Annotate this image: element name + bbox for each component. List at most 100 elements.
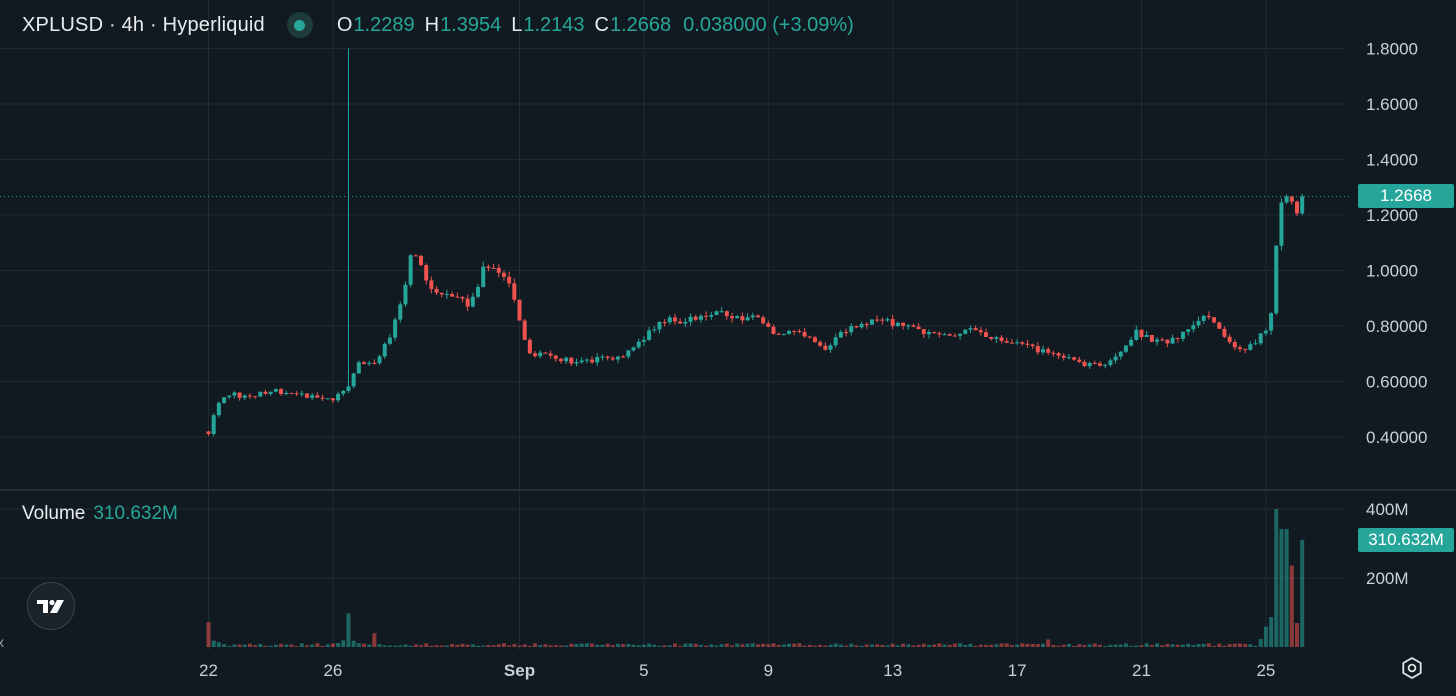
candle-body bbox=[222, 397, 227, 403]
candle-body bbox=[750, 315, 755, 318]
candle-body bbox=[279, 389, 284, 395]
volume-bar bbox=[227, 645, 232, 647]
settings-gear-icon[interactable] bbox=[1400, 656, 1424, 680]
volume-bar bbox=[947, 644, 952, 647]
candle-body bbox=[688, 316, 693, 322]
candle-body bbox=[1196, 320, 1201, 326]
candle-body bbox=[273, 389, 278, 392]
volume-bar bbox=[916, 644, 921, 647]
candle-body bbox=[833, 337, 838, 346]
candle-body bbox=[315, 395, 320, 398]
volume-bar bbox=[1191, 645, 1196, 647]
volume-bar bbox=[1123, 643, 1128, 647]
low-key: L bbox=[511, 13, 523, 36]
price-tick-label: 1.6000 bbox=[1366, 95, 1418, 114]
candle-body bbox=[367, 362, 372, 364]
volume-bar bbox=[247, 643, 252, 647]
volume-bar bbox=[678, 645, 683, 647]
candle-body bbox=[289, 392, 294, 394]
volume-bar bbox=[750, 643, 755, 647]
candle-body bbox=[932, 332, 937, 334]
candle-body bbox=[1066, 357, 1071, 359]
candle-body bbox=[553, 355, 558, 359]
candle-body bbox=[362, 362, 366, 364]
candle-body bbox=[1020, 342, 1025, 344]
candle-body bbox=[1108, 360, 1113, 365]
volume-bar bbox=[1056, 645, 1061, 647]
candle-body bbox=[584, 359, 589, 361]
candle-body bbox=[434, 288, 439, 293]
volume-bar bbox=[719, 644, 724, 647]
volume-bar bbox=[419, 645, 424, 647]
candle-body bbox=[1015, 342, 1020, 344]
volume-bar bbox=[564, 645, 569, 647]
price-tick-label: 0.80000 bbox=[1366, 317, 1427, 336]
candle-body bbox=[921, 329, 926, 335]
candle-body bbox=[538, 352, 543, 357]
candle-body bbox=[1134, 329, 1139, 340]
candle-body bbox=[429, 280, 434, 289]
close-icon[interactable]: x bbox=[0, 634, 4, 650]
volume-bar bbox=[216, 642, 221, 647]
candle-body bbox=[605, 356, 610, 358]
volume-bar bbox=[657, 645, 662, 647]
x-tick-label: 21 bbox=[1132, 661, 1151, 680]
candle-body bbox=[1279, 202, 1284, 246]
tradingview-logo-icon[interactable] bbox=[27, 582, 75, 630]
volume-bar bbox=[1206, 643, 1211, 647]
candle-body bbox=[481, 266, 486, 287]
volume-bar bbox=[584, 643, 589, 647]
close-value: 1.2668 bbox=[609, 13, 672, 36]
candle-body bbox=[875, 319, 880, 321]
candle-body bbox=[216, 402, 221, 416]
candle-body bbox=[709, 314, 714, 317]
volume-bar bbox=[263, 645, 268, 647]
candle-body bbox=[755, 315, 760, 318]
volume-bar bbox=[978, 644, 983, 647]
candle-body bbox=[476, 286, 481, 297]
volume-bar bbox=[828, 644, 833, 647]
candle-body bbox=[1175, 337, 1180, 339]
candle-body bbox=[507, 276, 512, 284]
candle-body bbox=[491, 267, 496, 269]
symbol-title[interactable]: XPLUSD · 4h · Hyperliquid bbox=[22, 13, 265, 36]
volume-bar bbox=[688, 643, 693, 647]
volume-bar bbox=[1108, 644, 1113, 647]
close-key: C bbox=[594, 13, 609, 36]
volume-bar bbox=[299, 643, 304, 647]
candle-body bbox=[600, 356, 605, 358]
volume-bar bbox=[222, 644, 227, 647]
volume-bar bbox=[424, 643, 429, 647]
candle-body bbox=[1217, 322, 1222, 329]
candle-body bbox=[1227, 336, 1232, 343]
volume-bar bbox=[1170, 644, 1175, 647]
volume-bar bbox=[610, 645, 615, 647]
volume-bar bbox=[1165, 644, 1170, 647]
candle-body bbox=[994, 337, 999, 339]
volume-bar bbox=[455, 644, 460, 647]
volume-bar bbox=[237, 644, 242, 647]
candle-body bbox=[558, 358, 563, 362]
candle-body bbox=[869, 319, 874, 325]
volume-bar bbox=[1274, 509, 1279, 647]
volume-bar bbox=[1175, 644, 1180, 647]
volume-bar bbox=[1196, 644, 1201, 647]
volume-bar bbox=[507, 645, 512, 647]
volume-bar bbox=[1300, 539, 1305, 647]
volume-bar bbox=[1061, 644, 1066, 647]
candle-body bbox=[304, 393, 309, 398]
candle-body bbox=[227, 395, 232, 398]
volume-bar bbox=[683, 643, 688, 647]
candle-body bbox=[1144, 334, 1149, 338]
volume-bar bbox=[533, 643, 538, 647]
volume-bar bbox=[952, 643, 957, 647]
candle-body bbox=[268, 391, 273, 394]
volume-bar bbox=[574, 643, 579, 647]
candle-body bbox=[1077, 359, 1082, 362]
volume-bar bbox=[258, 643, 263, 647]
volume-bar bbox=[999, 643, 1004, 647]
candle-body bbox=[1035, 346, 1040, 353]
candle-body bbox=[1041, 349, 1046, 353]
candle-body bbox=[1118, 351, 1123, 357]
